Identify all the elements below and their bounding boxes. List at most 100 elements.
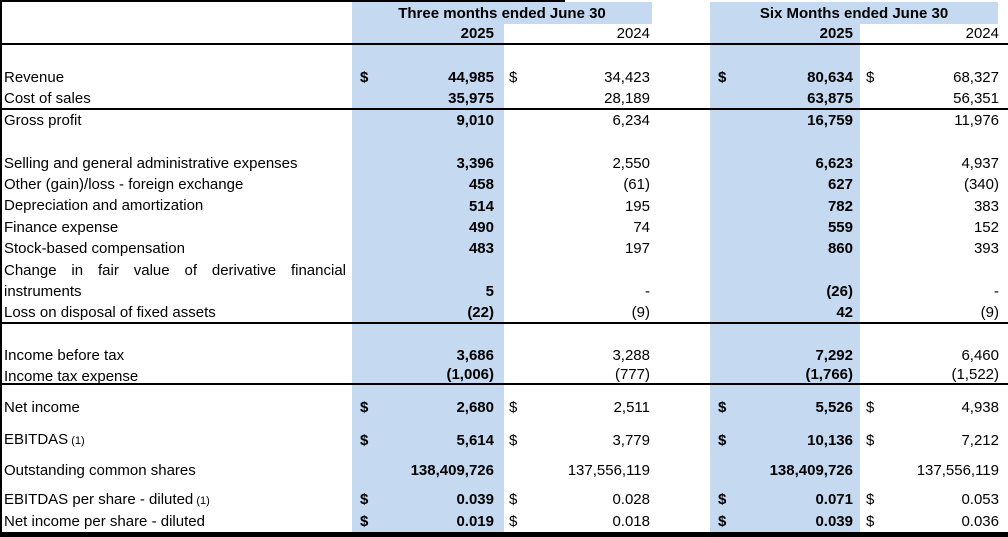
- dollar-sign: $: [866, 431, 875, 449]
- col-header-s2024: 2024: [965, 25, 999, 42]
- cell-q2025: $0.019: [352, 511, 504, 532]
- cell-s2024: 4,937: [860, 153, 1008, 174]
- dollar-sign: $: [509, 69, 518, 87]
- table-row-eps_net_income: Net income per share - diluted $0.019 $0.0…: [0, 511, 1008, 532]
- cell-value: 3,396: [456, 154, 494, 172]
- cell-q2024: (61): [504, 174, 660, 195]
- table-row-sga: Selling and general administrative expen…: [0, 153, 1008, 174]
- cell-s2024: 11,976: [860, 110, 1008, 131]
- cell-q2024: $2,511: [504, 397, 660, 418]
- cell-value: 2,680: [456, 399, 494, 417]
- dollar-sign: $: [866, 399, 875, 417]
- cell-s2024: 152: [860, 217, 1008, 238]
- cell-s2024: $0.053: [860, 489, 1008, 510]
- cell-s2025: $0.039: [710, 511, 860, 532]
- row-label: EBITDAS (1): [0, 429, 352, 450]
- row-label-text: EBITDAS: [4, 431, 69, 449]
- cell-value: 4,938: [961, 399, 999, 417]
- row-label-text: Finance expense: [4, 218, 119, 236]
- cell-value: 6,234: [612, 111, 650, 129]
- cell-s2025: 42: [710, 302, 860, 321]
- cell-s2024: 137,556,119: [860, 460, 1008, 481]
- cell-value: 0.028: [612, 491, 650, 509]
- cell-s2025: (26): [710, 260, 860, 303]
- cell-value: 28,189: [604, 89, 650, 107]
- cell-value: 393: [973, 240, 999, 258]
- cell-s2025: 860: [710, 238, 860, 259]
- cell-value: (22): [467, 303, 494, 321]
- cell-value: 559: [827, 218, 853, 236]
- cell-value: 80,634: [807, 69, 853, 87]
- column-gap: [660, 110, 710, 131]
- row-label-text: Cost of sales: [4, 90, 91, 108]
- cell-value: 5,614: [456, 431, 494, 449]
- cell-value: 63,875: [807, 89, 853, 107]
- cell-s2024: (1,522): [860, 366, 1008, 383]
- column-gap: [660, 217, 710, 238]
- cell-q2024: $0.028: [504, 489, 660, 510]
- table-row-revenue: Revenue $44,985 $34,423 $80,634 $68,327: [0, 67, 1008, 88]
- cell-s2025: 6,623: [710, 153, 860, 174]
- cell-value: (1,006): [446, 366, 494, 384]
- cell-q2025: $5,614: [352, 429, 504, 450]
- spacer-row: [0, 45, 1008, 67]
- cell-value: 42: [836, 303, 853, 321]
- cell-value: 0.039: [815, 512, 853, 530]
- cell-q2024: 197: [504, 238, 660, 259]
- row-label: Income tax expense: [0, 366, 352, 383]
- column-gap: [660, 489, 710, 510]
- cell-q2024: (777): [504, 366, 660, 383]
- cell-value: -: [645, 283, 650, 301]
- cell-s2025: 782: [710, 195, 860, 216]
- cell-q2024: 28,189: [504, 88, 660, 107]
- cell-value: (26): [826, 283, 853, 301]
- row-label-text: Selling and general administrative expen…: [4, 154, 298, 172]
- cell-q2024: $0.018: [504, 511, 660, 532]
- dollar-sign: $: [360, 431, 369, 449]
- cell-q2025: 514: [352, 195, 504, 216]
- cell-value: 152: [973, 218, 999, 236]
- cell-value: 3,686: [456, 347, 494, 365]
- cell-value: (9): [980, 303, 999, 321]
- dollar-sign: $: [718, 512, 727, 530]
- table-left-border: [0, 0, 2, 537]
- cell-value: 44,985: [448, 69, 494, 87]
- dollar-sign: $: [360, 69, 369, 87]
- table-row-income_before_tax: Income before tax 3,686 3,288 7,292 6,460: [0, 345, 1008, 366]
- column-gap: [660, 511, 710, 532]
- cell-value: 483: [468, 240, 494, 258]
- table-row-cost_of_sales: Cost of sales 35,975 28,189 63,875 56,351: [0, 88, 1008, 110]
- column-gap: [660, 195, 710, 216]
- row-label: Income before tax: [0, 345, 352, 366]
- column-gap: [660, 174, 710, 195]
- column-gap: [660, 88, 710, 107]
- cell-value: 0.019: [456, 512, 494, 530]
- table-row-shares: Outstanding common shares 138,409,726 137,…: [0, 460, 1008, 481]
- row-label: Other (gain)/loss - foreign exchange: [0, 174, 352, 195]
- cell-q2025: 3,686: [352, 345, 504, 366]
- cell-value: 4,937: [961, 154, 999, 172]
- cell-value: 197: [624, 240, 650, 258]
- cell-s2024: (9): [860, 302, 1008, 321]
- cell-value: (777): [614, 366, 650, 384]
- spacer-row: [0, 385, 1008, 397]
- cell-s2024: $7,212: [860, 429, 1008, 450]
- column-gap: [660, 366, 710, 383]
- dollar-sign: $: [509, 399, 518, 417]
- cell-value: (340): [963, 176, 999, 194]
- cell-q2024: $34,423: [504, 67, 660, 88]
- cell-value: 56,351: [953, 89, 999, 107]
- cell-value: 68,327: [953, 69, 999, 87]
- cell-s2025: (1,766): [710, 366, 860, 383]
- cell-value: 11,976: [954, 111, 999, 129]
- cell-q2025: 490: [352, 217, 504, 238]
- cell-value: 6,623: [815, 154, 853, 172]
- row-label: Selling and general administrative expen…: [0, 153, 352, 174]
- row-label-text: Change in fair value of derivative finan…: [4, 261, 346, 300]
- column-gap: [660, 238, 710, 259]
- table-bottom-border: [0, 532, 1008, 537]
- cell-q2025: 9,010: [352, 110, 504, 131]
- cell-q2024: $3,779: [504, 429, 660, 450]
- cell-value: 782: [827, 197, 853, 215]
